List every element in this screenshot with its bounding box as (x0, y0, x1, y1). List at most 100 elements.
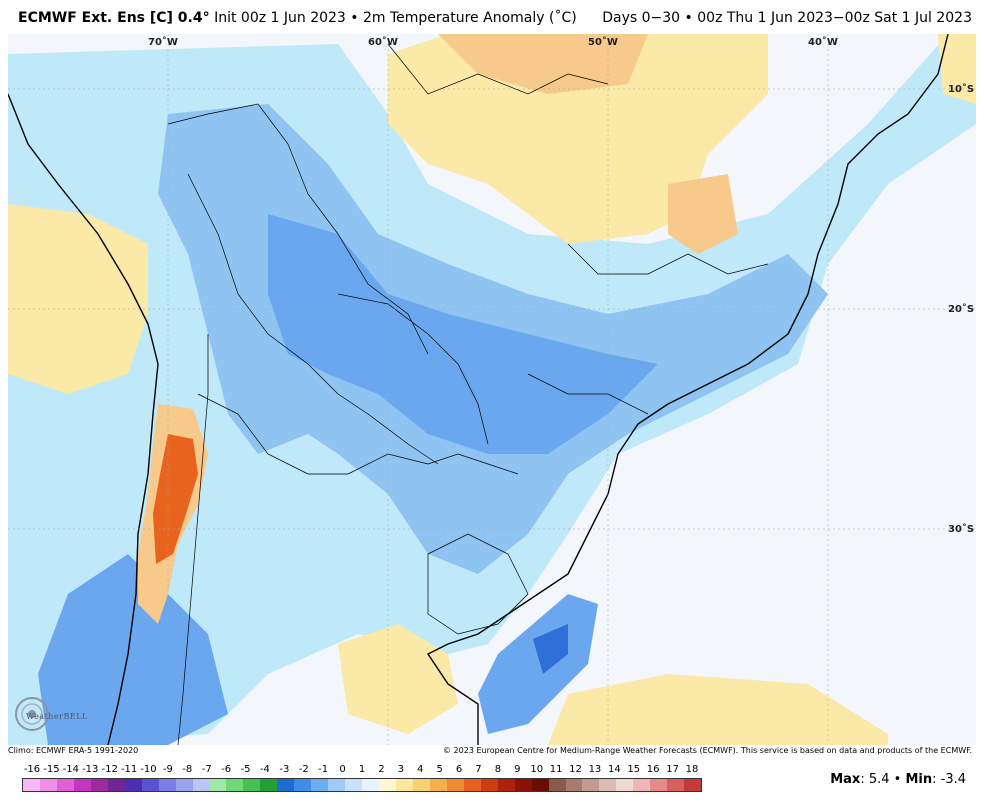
colorbar-swatch (226, 779, 244, 791)
colorbar-swatch (192, 779, 210, 791)
anomaly-map (8, 34, 976, 745)
colorbar-tick-label: -7 (201, 764, 212, 775)
map-canvas (8, 34, 976, 745)
colder-anomaly-region (268, 214, 658, 454)
colorbar-tick-label: 15 (627, 764, 641, 775)
warm-anomaly-argentina (338, 624, 458, 734)
colorbar-swatch (480, 779, 498, 791)
lat-label-30s: 30˚S (948, 524, 975, 535)
colorbar-swatch (90, 779, 108, 791)
colorbar-swatch (565, 779, 583, 791)
colorbar-tick-label: -14 (62, 764, 79, 775)
colorbar-swatch (311, 779, 329, 791)
colorbar-tick-label: -15 (43, 764, 60, 775)
colorbar-swatch (277, 779, 295, 791)
coastline-east (426, 34, 949, 745)
colorbar-tick-label: -11 (120, 764, 138, 775)
colorbar-swatches (22, 778, 702, 792)
hot-anomaly-andes (153, 434, 198, 564)
colorbar-tick-label: -6 (221, 764, 232, 775)
colorbar-swatch (23, 779, 40, 791)
colorbar-tick-label: 14 (607, 764, 621, 775)
colorbar-tick-label: -9 (162, 764, 173, 775)
lat-label-20s: 20˚S (948, 304, 975, 315)
colorbar-swatch (56, 779, 74, 791)
climo-note: Climo: ECMWF ERA-5 1991-2020 (8, 746, 139, 755)
colorbar-swatch (345, 779, 363, 791)
colorbar-swatch (294, 779, 312, 791)
colorbar-tick-label: 10 (530, 764, 544, 775)
graticule (8, 34, 976, 745)
colorbar-swatch (395, 779, 413, 791)
min-label: Min (905, 772, 933, 787)
colorbar-tick-label: 3 (397, 764, 404, 775)
warmer-anomaly-east (668, 174, 738, 254)
colorbar-tick-label: -1 (318, 764, 329, 775)
colorbar-tick-label: 6 (455, 764, 463, 775)
colorbar-swatch (531, 779, 549, 791)
colorbar-tick-label: -16 (23, 764, 41, 775)
colorbar-tick-label: 12 (569, 764, 582, 775)
lon-label-60w: 60˚W (368, 37, 398, 48)
colorbar-swatch (260, 779, 278, 791)
colorbar-tick-label: 13 (588, 764, 602, 775)
weatherbell-logo-icon (15, 697, 49, 731)
colorbar-swatch (429, 779, 447, 791)
colorbar-tick-label: -2 (298, 764, 309, 775)
colorbar-swatch (209, 779, 227, 791)
warmer-anomaly-north (438, 34, 648, 94)
colorbar-tick-label: -12 (101, 764, 118, 775)
min-value: : -3.4 (932, 772, 966, 787)
atlantic-cold-core (533, 624, 568, 674)
colorbar-swatch (599, 779, 617, 791)
colorbar-swatch (158, 779, 176, 791)
header: ECMWF Ext. Ens [C] 0.4° Init 00z 1 Jun 2… (0, 0, 984, 34)
colorbar-swatch (107, 779, 125, 791)
colorbar-tick-label: -5 (240, 764, 251, 775)
colorbar-swatch (684, 779, 702, 791)
colorbar-swatch (446, 779, 464, 791)
colorbar-tick-label: 4 (417, 764, 424, 775)
colorbar-swatch (633, 779, 651, 791)
colorbar-tick-label: -10 (140, 764, 157, 775)
colorbar-swatch (243, 779, 261, 791)
colorbar-tick-label: 9 (514, 764, 521, 775)
colorbar-tick-label: 7 (475, 764, 482, 775)
colorbar-swatch (328, 779, 346, 791)
country-borders (167, 43, 769, 745)
max-value: : 5.4 (860, 772, 890, 787)
colorbar-tick-label: 18 (685, 764, 699, 775)
colorbar-swatch (616, 779, 634, 791)
max-label: Max (830, 772, 861, 787)
colorbar-tick-label: -13 (82, 764, 99, 775)
lon-label-40w: 40˚W (808, 37, 838, 48)
init-description: Init 00z 1 Jun 2023 • 2m Temperature Ano… (214, 10, 577, 26)
colorbar-swatch (73, 779, 91, 791)
colorbar-tick-label: -3 (279, 764, 290, 775)
colorbar-swatch (463, 779, 481, 791)
valid-range: Days 0−30 • 00z Thu 1 Jun 2023−00z Sat 1… (602, 10, 972, 26)
coastline-west (8, 93, 159, 745)
colorbar-tick-label: 17 (666, 764, 679, 775)
colorbar-swatch (124, 779, 142, 791)
colorbar-swatch (548, 779, 566, 791)
colorbar-tick-label: 0 (339, 764, 346, 775)
colorbar-swatch (582, 779, 600, 791)
lat-label-10s: 10˚S (948, 84, 975, 95)
copyright-note: © 2023 European Centre for Medium-Range … (443, 746, 972, 755)
colorbar-swatch (362, 779, 380, 791)
colorbar-tick-label: 1 (358, 764, 366, 775)
separator: • (889, 772, 906, 787)
south-cold-region (38, 554, 228, 745)
colorbar-tick-label: 5 (436, 764, 443, 775)
colorbar-tick-label: 8 (494, 764, 502, 775)
logo-text: WeatherBELL (26, 712, 88, 721)
colorbar-tick-label: 16 (646, 764, 660, 775)
colorbar: -16 -15 -14 -13 -12 -11 -10 -9 -8 -7 -6 -5 -4 -3 -2 -1 0… (22, 764, 702, 794)
max-min-readout: Max: 5.4 • Min: -3.4 (830, 772, 966, 787)
colorbar-swatch (175, 779, 193, 791)
lon-label-50w: 50˚W (588, 37, 618, 48)
colorbar-tick-label: 2 (378, 764, 385, 775)
colorbar-tick-label: -4 (259, 764, 270, 775)
warm-anomaly-ne (938, 34, 976, 104)
